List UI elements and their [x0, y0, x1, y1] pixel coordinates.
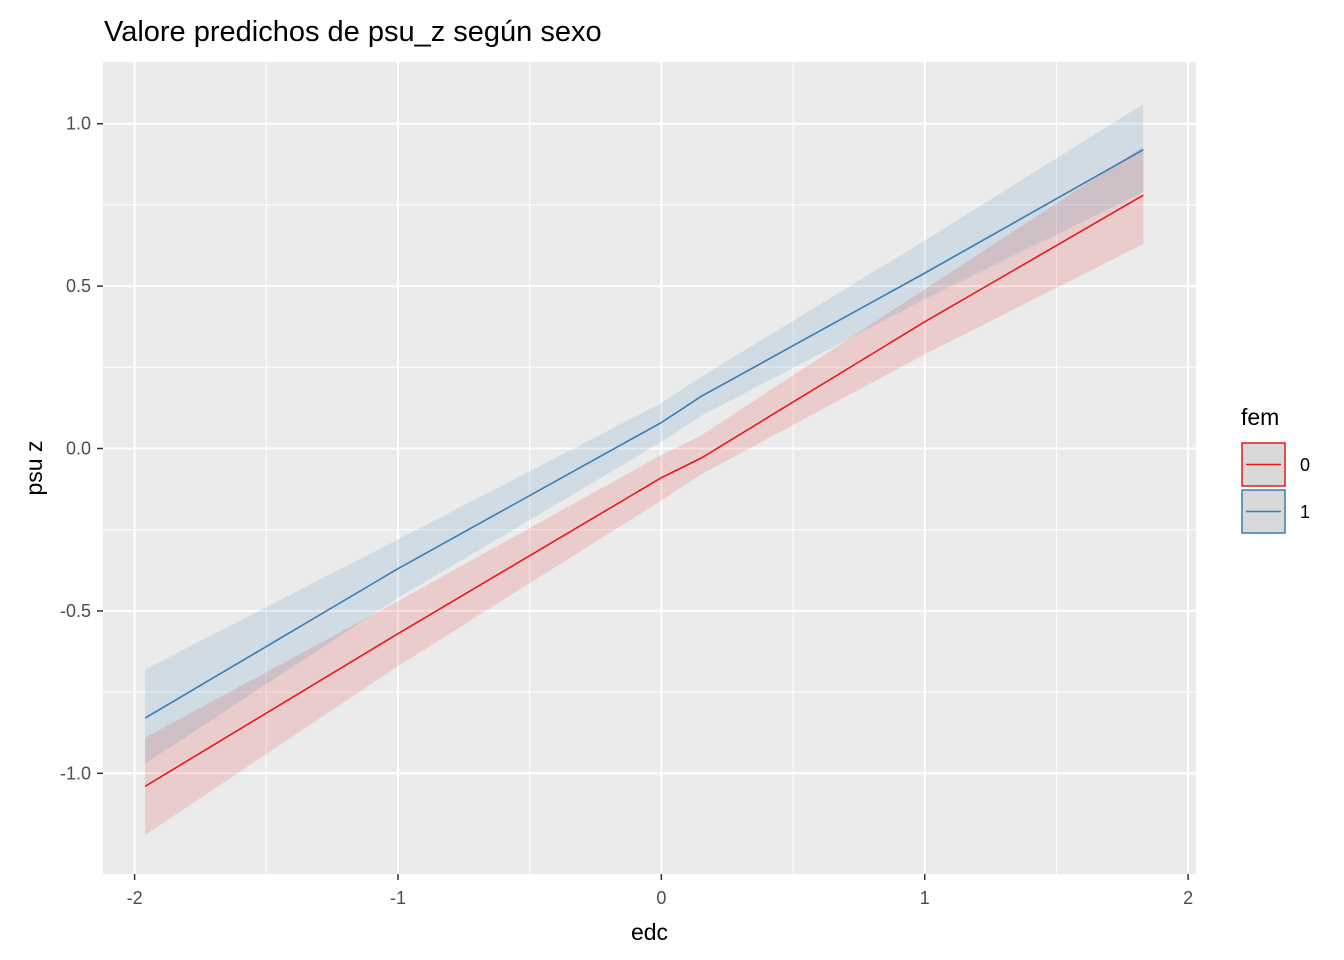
x-tick-label: -2: [127, 888, 143, 908]
legend: fem 01: [1241, 404, 1310, 534]
y-tick-label: 0.5: [66, 276, 91, 296]
ci-ribbon-series-1: [145, 104, 1144, 764]
y-axis-title: psu z: [21, 441, 47, 496]
x-tick-label: 0: [656, 888, 666, 908]
minor-gridlines: [103, 62, 1196, 874]
legend-item-1: 1: [1241, 489, 1310, 534]
y-tick-label: 0.0: [66, 439, 91, 459]
x-tick-label: 2: [1183, 888, 1193, 908]
y-tick-label: 1.0: [66, 114, 91, 134]
confidence-ribbons: [145, 104, 1144, 836]
legend-items: 01: [1241, 442, 1310, 534]
legend-label: 0: [1300, 455, 1310, 475]
y-tick-label: -1.0: [60, 763, 91, 783]
line-series-1: [144, 148, 1144, 719]
line-series-0: [144, 194, 1144, 787]
y-tick-label: -0.5: [60, 601, 91, 621]
legend-title: fem: [1241, 404, 1279, 430]
legend-item-0: 0: [1241, 442, 1310, 487]
x-tick-label: -1: [390, 888, 406, 908]
x-axis-title: edc: [631, 919, 668, 945]
x-tick-label: 1: [920, 888, 930, 908]
major-gridlines: [103, 62, 1196, 874]
ci-ribbon-series-0: [145, 146, 1144, 836]
series-lines: [144, 148, 1144, 787]
chart-title: Valore predichos de psu_z según sexo: [104, 16, 602, 48]
legend-label: 1: [1300, 502, 1310, 522]
y-axis: -1.0 -0.5 0.0 0.5 1.0: [60, 114, 103, 783]
plot-panel: [103, 62, 1196, 874]
x-axis: -2 -1 0 1 2: [127, 874, 1193, 908]
